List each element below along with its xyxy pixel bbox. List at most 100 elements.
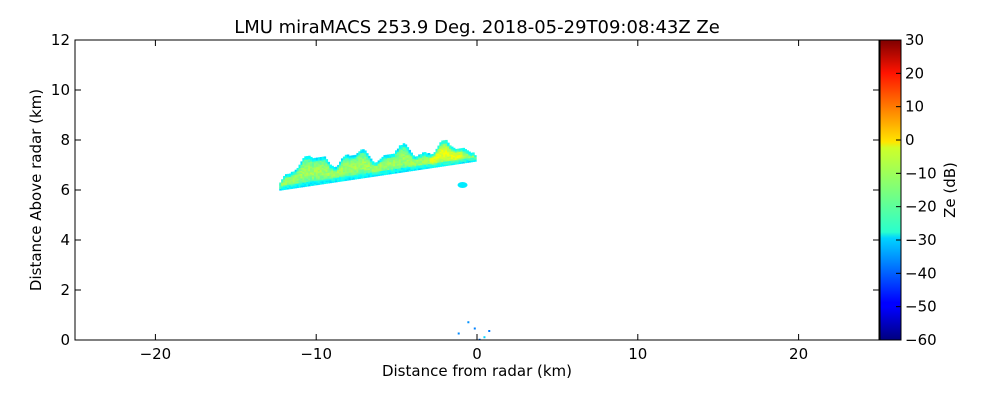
echo-cell: [356, 174, 359, 177]
echo-cell: [327, 179, 330, 182]
colorbar: [879, 39, 902, 341]
echo-cell: [410, 154, 413, 157]
echo-cell: [408, 167, 412, 170]
echo-cell: [342, 164, 346, 167]
echo-cell: [364, 175, 367, 179]
echo-cell: [352, 159, 356, 162]
echo-cell: [300, 174, 303, 177]
echo-cell: [427, 165, 431, 168]
echo-cell: [312, 177, 315, 180]
echo-cell: [391, 167, 394, 170]
echo-cell: [400, 148, 404, 151]
echo-cell: [325, 174, 329, 177]
echo-cell: [441, 145, 444, 148]
echo-cell: [306, 171, 309, 174]
echo-cell: [394, 157, 398, 160]
echo-cell: [449, 149, 452, 152]
echo-cell: [394, 160, 398, 163]
echo-cell: [410, 163, 413, 166]
echo-cell: [437, 157, 440, 160]
echo-cell: [333, 174, 336, 177]
echo-cell: [425, 156, 429, 159]
echo-cell: [325, 160, 329, 163]
echo-cell: [445, 151, 448, 155]
echo-cell: [321, 170, 325, 173]
echo-cell: [310, 167, 313, 170]
echo-cell: [339, 161, 342, 164]
echo-cell: [379, 173, 383, 176]
echo-cell: [441, 163, 444, 166]
echo-cell: [371, 173, 375, 176]
echo-cell: [329, 167, 332, 170]
echo-cell: [288, 176, 292, 179]
echo-cell: [398, 155, 402, 158]
echo-cell: [464, 149, 467, 152]
echo-cell: [333, 171, 336, 174]
echo-cell: [462, 156, 466, 159]
echo-cell: [344, 169, 348, 172]
echo-cell: [389, 158, 392, 161]
echo-cell: [478, 338, 481, 340]
echo-cell: [433, 152, 437, 155]
echo-cell: [292, 174, 296, 177]
echo-cell: [346, 154, 350, 157]
echo-cell: [329, 172, 332, 175]
echo-cell: [402, 147, 406, 150]
echo-cell: [344, 160, 348, 163]
echo-cell: [294, 172, 298, 175]
echo-cell: [342, 165, 346, 168]
echo-cell: [425, 157, 429, 160]
echo-cell: [317, 158, 321, 161]
echo-cell: [319, 170, 323, 173]
echo-cell: [298, 184, 302, 187]
echo-cell: [447, 151, 450, 154]
echo-cell: [377, 163, 381, 166]
echo-cell: [354, 162, 357, 165]
echo-cell: [319, 176, 323, 179]
echo-cell: [412, 159, 415, 162]
echo-cell: [323, 181, 327, 185]
echo-cell: [369, 172, 373, 175]
echo-cell: [387, 169, 390, 172]
echo-cell: [402, 164, 406, 167]
echo-cell: [304, 160, 307, 163]
colorbar-tick-label: −30: [905, 231, 937, 249]
echo-cell: [470, 160, 473, 163]
echo-cell: [354, 159, 357, 162]
echo-cell: [323, 178, 327, 182]
echo-cell: [360, 163, 363, 166]
echo-cell: [317, 176, 321, 179]
echo-cell: [425, 162, 429, 165]
echo-cell: [333, 177, 336, 180]
echo-cell: [285, 178, 288, 181]
echo-cell: [369, 175, 373, 178]
echo-cell: [460, 149, 464, 152]
echo-cell: [366, 153, 369, 156]
echo-cell: [398, 148, 402, 151]
echo-cell: [433, 165, 437, 168]
echo-cell: [304, 171, 307, 174]
echo-cell: [310, 183, 313, 187]
echo-cell: [313, 174, 317, 177]
echo-cell: [387, 160, 390, 163]
echo-cell: [387, 159, 390, 162]
echo-cell: [396, 169, 400, 172]
echo-cell: [362, 149, 365, 152]
echo-cell: [393, 156, 396, 159]
echo-cell: [375, 171, 379, 174]
echo-cell: [371, 161, 375, 164]
echo-cell: [344, 156, 348, 159]
echo-cell: [437, 147, 440, 150]
echo-cell: [468, 153, 471, 156]
echo-cell: [433, 162, 437, 165]
echo-cell: [396, 165, 400, 168]
echo-cell: [286, 176, 290, 179]
echo-cell: [306, 168, 309, 171]
echo-cell: [391, 159, 394, 163]
echo-cell: [427, 166, 431, 169]
echo-cell: [416, 157, 419, 160]
echo-cell: [416, 159, 419, 162]
echo-cell: [302, 158, 305, 161]
echo-cell: [422, 155, 425, 158]
echo-cell: [437, 153, 440, 156]
